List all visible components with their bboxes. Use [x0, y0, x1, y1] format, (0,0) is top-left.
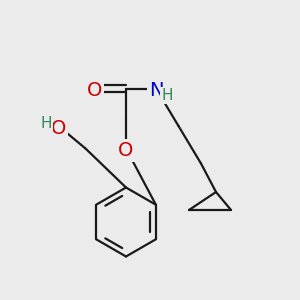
Text: O: O — [51, 118, 66, 137]
Text: N: N — [149, 81, 163, 100]
Text: O: O — [87, 81, 102, 100]
Text: H: H — [162, 88, 173, 103]
Text: O: O — [118, 141, 134, 160]
Text: H: H — [40, 116, 52, 131]
